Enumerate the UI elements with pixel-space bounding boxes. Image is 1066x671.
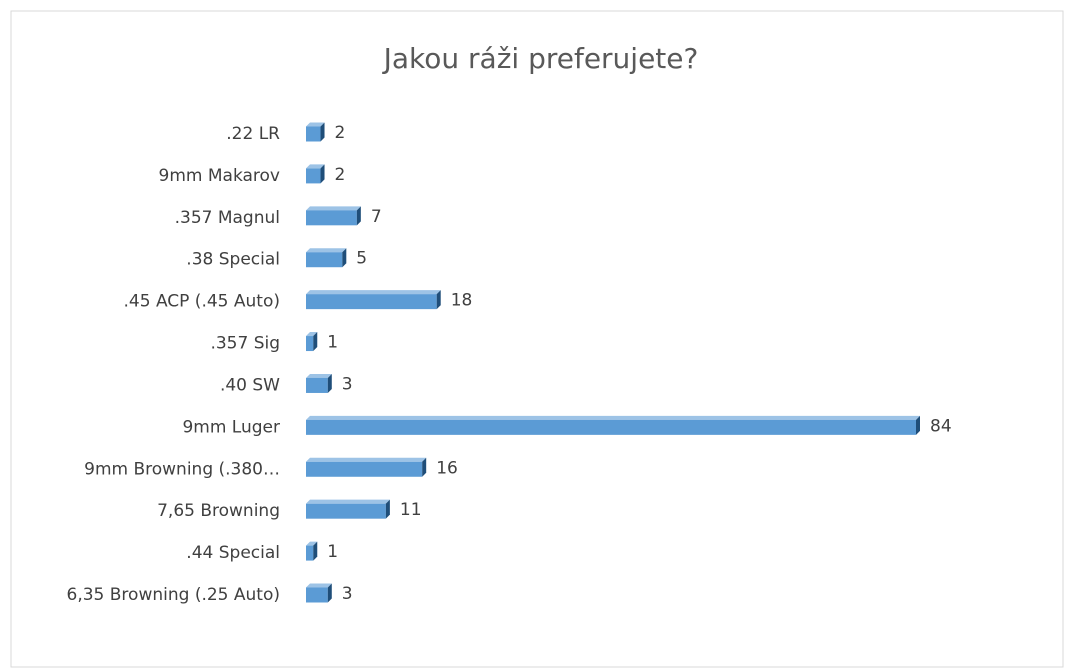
bar <box>306 457 427 477</box>
data-label: 3 <box>342 374 353 394</box>
y-tick-label: 9mm Makarov <box>159 166 280 186</box>
bar-top <box>306 583 332 588</box>
data-label: 84 <box>930 416 952 436</box>
y-tick-label: .38 Special <box>186 250 280 270</box>
bar-top <box>306 290 441 295</box>
bar-side <box>422 457 427 477</box>
bar-top <box>306 122 325 127</box>
bar-side <box>320 164 325 184</box>
bar-side <box>342 248 347 268</box>
data-label: 2 <box>335 165 346 185</box>
bar-side <box>320 122 325 142</box>
bar-front <box>306 419 916 435</box>
bar-front <box>306 503 386 519</box>
bar-top <box>306 499 390 504</box>
bar-side <box>436 290 441 310</box>
y-tick-label: 7,65 Browning <box>157 501 280 521</box>
bar-front <box>306 210 357 226</box>
bar-front <box>306 252 343 268</box>
data-label: 1 <box>327 542 338 562</box>
y-tick-label: .40 SW <box>220 375 280 395</box>
bar-side <box>313 541 318 561</box>
chart-border <box>10 10 1064 668</box>
bar <box>306 499 390 519</box>
data-label: 5 <box>356 249 367 269</box>
bar-side <box>916 415 920 435</box>
data-label: 11 <box>400 500 422 520</box>
bar <box>306 122 325 142</box>
data-label: 2 <box>335 123 346 143</box>
bar <box>306 332 318 352</box>
chart-title: Jakou ráži preferujete? <box>382 42 699 75</box>
y-tick-label: .22 LR <box>226 124 280 144</box>
bar-front <box>306 126 321 142</box>
bar-side <box>313 332 318 352</box>
bar-side <box>385 499 390 519</box>
bar-top <box>306 248 347 253</box>
bar <box>306 541 318 561</box>
bar-side <box>327 583 332 603</box>
bar-front <box>306 168 321 184</box>
bar-top <box>306 164 325 169</box>
y-tick-label: .357 Magnul <box>175 208 280 228</box>
bar-top <box>306 206 361 211</box>
data-label: 18 <box>451 291 473 311</box>
bar <box>306 583 332 603</box>
bar <box>306 248 347 268</box>
bar <box>306 206 361 226</box>
bar <box>306 290 441 310</box>
bar <box>306 415 920 435</box>
data-label: 1 <box>327 333 338 353</box>
y-tick-label: .44 Special <box>186 543 280 563</box>
bar <box>306 373 332 393</box>
bar-side <box>356 206 361 226</box>
bar-front <box>306 336 314 352</box>
data-label: 16 <box>436 458 458 478</box>
bar-front <box>306 587 328 603</box>
y-tick-label: 9mm Browning (.380… <box>84 459 280 479</box>
bar-front <box>306 545 314 561</box>
bar-front <box>306 294 437 310</box>
bar <box>306 164 325 184</box>
bar-top <box>306 541 318 546</box>
bar-top <box>306 373 332 378</box>
y-tick-label: 9mm Luger <box>182 417 280 437</box>
bar-top <box>306 415 920 420</box>
bar-top <box>306 332 318 337</box>
bar-front <box>306 377 328 393</box>
data-label: 3 <box>342 584 353 604</box>
y-tick-label: .357 Sig <box>210 334 280 354</box>
bar-side <box>327 373 332 393</box>
y-tick-label: .45 ACP (.45 Auto) <box>124 292 280 312</box>
y-tick-label: 6,35 Browning (.25 Auto) <box>67 585 280 605</box>
data-label: 7 <box>371 207 382 227</box>
bar-front <box>306 461 423 477</box>
bar-top <box>306 457 427 462</box>
